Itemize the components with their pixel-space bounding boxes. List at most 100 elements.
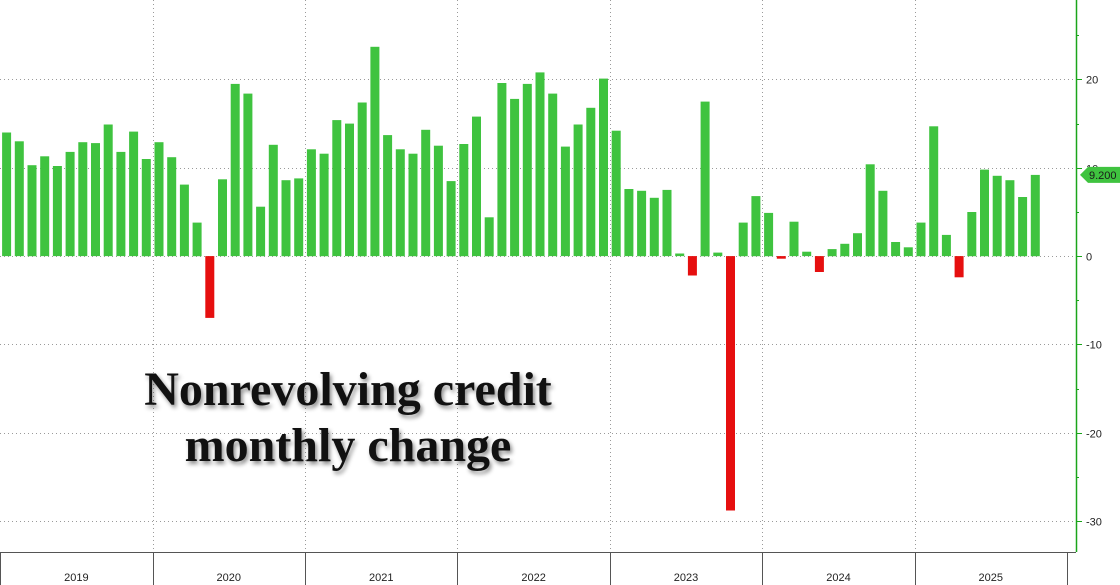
bar-positive xyxy=(408,153,418,257)
x-year-label: 2020 xyxy=(217,572,241,584)
bar-positive xyxy=(649,197,659,257)
bar-positive xyxy=(332,120,342,257)
bar-positive xyxy=(586,107,596,257)
bar-positive xyxy=(624,189,634,257)
bar-positive xyxy=(535,72,545,257)
bar-positive xyxy=(395,149,405,257)
x-axis: 2019 2020 2021 2022 2023 2024 2025 xyxy=(0,552,1076,585)
bar-positive xyxy=(421,129,431,257)
bar-positive xyxy=(268,144,278,257)
bar-positive xyxy=(27,165,37,257)
bar-positive xyxy=(218,179,227,257)
bar-positive xyxy=(294,178,304,257)
x-year-label: 2023 xyxy=(674,572,698,584)
bar-positive xyxy=(840,243,850,257)
last-value-marker: 9.200 xyxy=(1080,166,1120,183)
bar-positive xyxy=(700,101,710,257)
bar-positive xyxy=(446,181,456,257)
bar-positive xyxy=(91,143,100,257)
bar-positive xyxy=(967,212,977,257)
last-value-label: 9.200 xyxy=(1089,170,1117,182)
bar-positive xyxy=(980,169,989,257)
bar-positive xyxy=(802,251,812,257)
bar-positive xyxy=(497,83,507,257)
bar-positive xyxy=(560,146,570,257)
bar-positive xyxy=(65,151,75,257)
x-year-label: 2025 xyxy=(979,572,1003,584)
bar-positive xyxy=(853,233,862,257)
bar-positive xyxy=(611,130,621,257)
bar-negative xyxy=(776,256,786,259)
grid-lines xyxy=(0,0,1076,552)
bar-positive xyxy=(459,144,469,257)
y-tick-label: 0 xyxy=(1086,252,1092,264)
bars xyxy=(2,46,1040,511)
chart-title-line-1: Nonrevolving credit xyxy=(144,363,552,416)
bar-positive xyxy=(370,46,380,257)
bar-positive xyxy=(345,123,354,257)
bar-positive xyxy=(306,149,316,257)
bar-positive xyxy=(357,102,367,257)
bar-positive xyxy=(433,145,443,257)
bar-negative xyxy=(726,256,735,511)
bar-positive xyxy=(192,222,202,257)
bar-positive xyxy=(484,217,494,257)
bar-positive xyxy=(510,98,520,257)
x-year-label: 2021 xyxy=(369,572,393,584)
bar-positive xyxy=(40,156,50,257)
bar-positive xyxy=(865,164,875,257)
y-tick-label: -30 xyxy=(1086,517,1102,529)
bar-positive xyxy=(472,116,481,257)
bar-positive xyxy=(1030,174,1040,257)
bar-positive xyxy=(522,83,532,257)
bar-positive xyxy=(662,189,672,257)
x-year-label: 2019 xyxy=(64,572,88,584)
chart-title: Nonrevolving credit monthly change xyxy=(88,362,608,474)
bar-positive xyxy=(675,253,685,257)
bar-negative xyxy=(687,256,697,276)
bar-negative xyxy=(954,256,964,278)
bar-positive xyxy=(992,175,1002,257)
bar-positive xyxy=(916,222,926,257)
bar-positive xyxy=(738,222,748,257)
bar-positive xyxy=(129,131,139,257)
y-tick-label: -20 xyxy=(1086,429,1102,441)
bar-positive xyxy=(154,142,164,257)
bar-positive xyxy=(637,190,647,257)
bar-positive xyxy=(256,206,266,257)
bar-positive xyxy=(103,124,113,257)
bar-positive xyxy=(14,141,24,257)
bar-positive xyxy=(78,142,88,257)
bar-positive xyxy=(878,190,888,257)
bar-positive xyxy=(1018,197,1028,257)
bar-positive xyxy=(941,234,951,257)
bar-positive xyxy=(1005,180,1015,257)
bar-positive xyxy=(751,196,761,257)
bar-negative xyxy=(205,256,215,318)
last-value-badge xyxy=(1080,166,1120,183)
bar-positive xyxy=(116,151,126,257)
bar-positive xyxy=(2,132,12,257)
x-year-label: 2022 xyxy=(521,572,545,584)
bar-positive xyxy=(789,221,799,257)
x-year-label: 2024 xyxy=(826,572,850,584)
y-axis: -30-20-1001020 xyxy=(1075,0,1102,552)
bar-positive xyxy=(903,247,913,257)
bar-positive xyxy=(141,159,151,257)
bar-positive xyxy=(319,153,329,257)
chart-title-line-2: monthly change xyxy=(184,419,512,472)
y-tick-label: 20 xyxy=(1086,75,1098,87)
bar-positive xyxy=(230,83,240,257)
bar-positive xyxy=(548,93,558,257)
bar-positive xyxy=(243,93,253,257)
bar-positive xyxy=(929,126,939,257)
bar-positive xyxy=(179,184,189,257)
bar-positive xyxy=(167,157,177,257)
bar-positive xyxy=(827,249,837,257)
bar-positive xyxy=(573,124,583,257)
bar-negative xyxy=(814,256,824,272)
bar-positive xyxy=(764,212,774,257)
bar-positive xyxy=(713,252,723,257)
y-tick-label: -10 xyxy=(1086,340,1102,352)
